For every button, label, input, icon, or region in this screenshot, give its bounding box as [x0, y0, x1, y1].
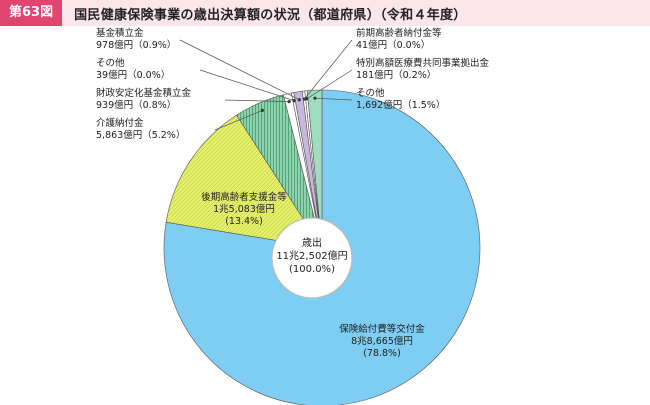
slice-label-line: 前期高齢者納付金等 [356, 27, 442, 39]
center-label-line: 11兆2,502億円 [276, 249, 347, 262]
leader-line [224, 99, 290, 102]
slice-label-line: 保険給付費等交付金 [339, 323, 425, 335]
slice-label-line: 介護納付金 [96, 117, 144, 129]
slice-label-line: 39億円（0.0%） [96, 69, 170, 81]
leader-line [179, 39, 300, 101]
slice-label-line: 181億円（0.2%） [356, 69, 436, 81]
leader-line [306, 69, 353, 100]
pie-slice [165, 114, 323, 249]
leader-line [214, 110, 263, 131]
figure-header: 第63図 国民健康保険事業の歳出決算額の状況（都道府県）（令和４年度） [0, 0, 650, 26]
figure-title: 国民健康保険事業の歳出決算額の状況（都道府県）（令和４年度） [74, 7, 467, 23]
leader-line [314, 97, 353, 101]
center-label-line: 歳出 [302, 236, 322, 249]
slice-label-line: 特別高額医療費共同事業拠出金 [356, 57, 490, 69]
slice-label-line: 978億円（0.9%） [96, 39, 176, 51]
slice-label-line: 後期高齢者支援金等 [201, 191, 287, 203]
pie-slice [306, 89, 323, 249]
slice-label-line: 基金積立金 [96, 27, 144, 39]
slice-label-line: 1兆5,083億円 [213, 203, 275, 215]
slice-label-line: (13.4%) [225, 216, 263, 227]
center-label-line: (100.0%) [289, 264, 335, 275]
slice-label-line: 8兆8,665億円 [351, 335, 413, 347]
slice-label-line: その他 [96, 57, 125, 69]
slice-label-line: (78.8%) [363, 348, 401, 359]
figure-number: 第63図 [0, 0, 63, 26]
slice-label-line: 5,863億円（5.2%） [96, 129, 185, 141]
slice-label-line: 財政安定化基金積立金 [96, 87, 192, 99]
slice-label-line: 41億円（0.0%） [356, 39, 430, 51]
leader-line [199, 69, 295, 101]
slice-label-line: 1,692億円（1.5%） [356, 99, 445, 111]
center-circle [271, 217, 353, 299]
slice-label-line: その他 [356, 87, 385, 99]
leader-line [304, 39, 353, 100]
slice-label-line: 939億円（0.8%） [96, 99, 176, 111]
